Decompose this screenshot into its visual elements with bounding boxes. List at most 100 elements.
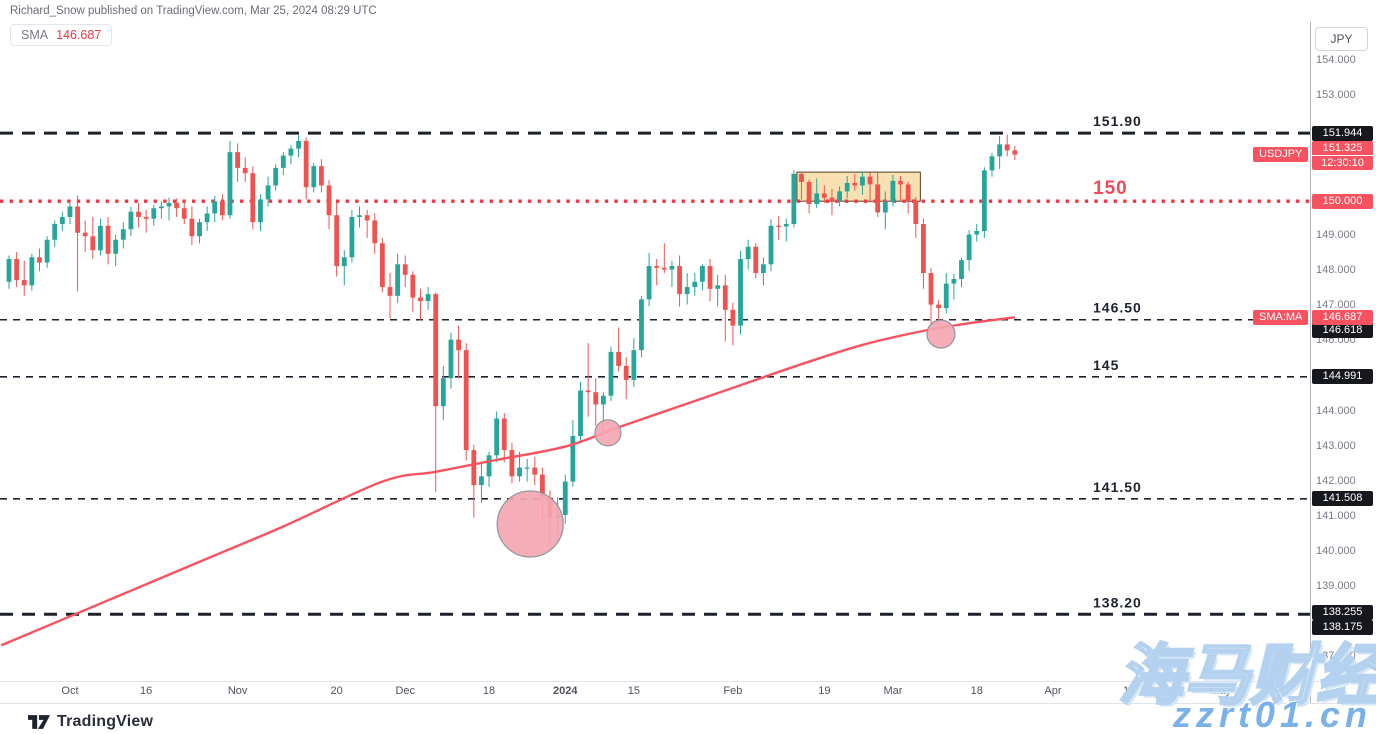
candle-body: [113, 239, 119, 254]
candle-body: [585, 390, 591, 393]
candle-body: [501, 418, 507, 451]
date-tick-Apr: Apr: [1044, 685, 1061, 697]
candle-body: [379, 243, 385, 288]
price-level-badge: 141.508: [1312, 491, 1373, 507]
bar-countdown: 12:30:10: [1312, 155, 1373, 170]
candle-body: [242, 167, 248, 174]
candle-body: [806, 181, 812, 205]
candle-body: [189, 218, 195, 237]
candle-body: [98, 225, 103, 251]
candle-body: [334, 215, 340, 267]
candle-body: [997, 144, 1002, 157]
candle-body: [204, 213, 210, 223]
candle-body: [311, 166, 317, 188]
level-label-138.20: 138.20: [1093, 594, 1142, 610]
price-level-badge: 151.944: [1312, 125, 1373, 141]
candle-body: [319, 166, 324, 186]
axis-price-label: 153.000: [1316, 89, 1356, 102]
price-chart-canvas[interactable]: 151.90 150 146.50 145 141.50 138.20 Oct 16 Nov 20…: [0, 0, 1310, 734]
date-tick-Mar: Mar: [883, 685, 902, 697]
sma-touch-circle-1: [496, 490, 564, 558]
price-level-badge-red: 150.000: [1312, 193, 1373, 209]
candle-body: [227, 152, 233, 216]
tradingview-logo[interactable]: TradingView: [28, 712, 153, 731]
price-level-badge: 138.255: [1312, 605, 1373, 621]
candle-body: [52, 223, 58, 240]
price-level-badge: 138.175: [1312, 620, 1373, 636]
footer-separator: [0, 703, 1376, 704]
candle-body: [258, 199, 263, 223]
candle-body: [661, 267, 667, 270]
candle-body: [136, 211, 141, 217]
price-axis[interactable]: 154.000 153.000 149.000 148.000 147.000 146.0…: [1310, 0, 1376, 734]
candle-body: [273, 167, 279, 186]
candle-body: [776, 225, 782, 227]
candle-body: [387, 287, 393, 296]
candle-body: [326, 185, 332, 216]
candle-body: [418, 297, 423, 302]
candle-body: [616, 351, 621, 366]
date-tick-2024: 2024: [553, 685, 578, 697]
candle-body: [608, 351, 614, 396]
axis-price-label: 137.000: [1316, 649, 1356, 662]
date-tick-18: 18: [971, 685, 983, 697]
candle-body: [593, 392, 599, 405]
candle-body: [479, 476, 484, 486]
axis-price-label: 141.000: [1316, 509, 1356, 522]
candle-body: [494, 418, 500, 456]
candle-body: [1012, 150, 1018, 155]
candle-body: [120, 229, 126, 240]
candle-body: [174, 202, 180, 209]
candle-body: [623, 365, 629, 380]
axis-price-label: 149.000: [1316, 229, 1356, 242]
candle-body: [44, 239, 50, 263]
candle-body: [395, 264, 401, 296]
candle-body: [364, 215, 370, 221]
date-tick-Nov: Nov: [228, 685, 248, 697]
candle-body: [928, 273, 934, 305]
candle-body: [700, 266, 705, 282]
candle-body: [21, 280, 27, 286]
candle-body: [837, 191, 842, 202]
axis-price-label: 144.000: [1316, 404, 1356, 417]
candle-body: [532, 467, 538, 475]
date-tick-May: May: [1210, 685, 1231, 697]
candle-body: [90, 236, 96, 251]
currency-unit-button[interactable]: JPY: [1315, 27, 1368, 51]
candle-body: [143, 216, 149, 219]
candle-body: [684, 287, 690, 295]
price-level-badge: 146.618: [1312, 323, 1373, 339]
candle-body: [600, 395, 606, 405]
sma-200-line: [0, 316, 1015, 647]
candle-body: [471, 450, 477, 486]
candle-body: [197, 222, 202, 237]
date-tick-15: 15: [628, 685, 640, 697]
candle-body: [692, 281, 698, 288]
candle-body: [1004, 144, 1010, 151]
candle-body: [898, 180, 903, 185]
candle-body: [151, 208, 157, 219]
candle-body: [959, 260, 964, 280]
axis-price-label: 148.000: [1316, 264, 1356, 277]
candle-body: [631, 350, 637, 380]
level-label-151.90: 151.90: [1093, 113, 1142, 129]
candle-body: [783, 223, 789, 227]
candle-body: [540, 474, 545, 498]
candle-body: [745, 246, 751, 260]
candle-body: [852, 182, 858, 186]
sma-touch-circle-3: [926, 319, 956, 349]
candle-body: [6, 259, 12, 282]
candle-body: [875, 184, 881, 213]
candle-body: [524, 467, 530, 469]
candle-body: [966, 234, 972, 261]
watermark-cn: 海马财经: [1117, 637, 1376, 714]
candle-body: [943, 283, 949, 309]
sma-touch-circle-2: [594, 419, 622, 447]
candle-body: [844, 182, 850, 192]
candle-body: [82, 232, 88, 237]
candle-body: [425, 294, 431, 302]
candle-body: [448, 339, 454, 379]
indicator-name: SMA: [21, 28, 49, 42]
date-tick-20: 20: [331, 685, 343, 697]
date-tick-19: 19: [818, 685, 830, 697]
